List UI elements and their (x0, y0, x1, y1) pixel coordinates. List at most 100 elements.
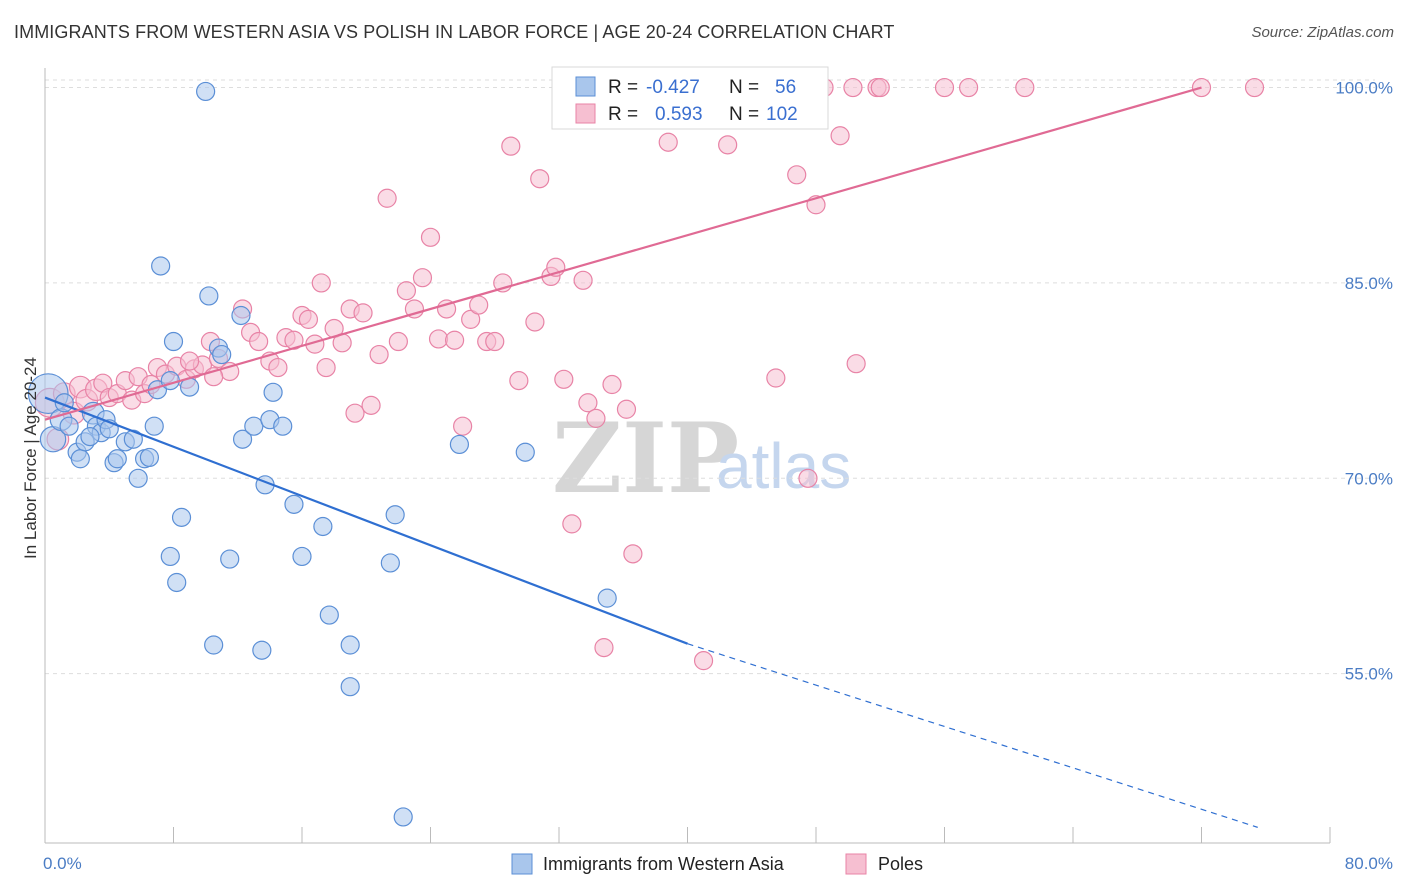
poles-point-53 (461, 309, 481, 329)
poles-point-78 (693, 651, 714, 671)
poles-point-72 (623, 544, 643, 564)
trend-line-western-asia (44, 396, 688, 645)
y-tick-label-85: 85.0% (1345, 274, 1393, 293)
legend-r-value-blue: -0.427 (646, 77, 700, 98)
poles-point-97 (1015, 77, 1035, 98)
western-asia-point-48 (385, 505, 405, 525)
western-asia-point-31 (212, 344, 232, 365)
western-asia-point-50 (449, 434, 470, 455)
poles-point-26 (249, 331, 269, 352)
western-asia-point-23 (163, 331, 184, 352)
poles-point-101 (179, 351, 200, 371)
legend-n-value-pink: 102 (766, 104, 798, 125)
western-asia-point-13 (107, 449, 127, 469)
y-tick-label-70: 70.0% (1345, 469, 1393, 488)
chart-title: IMMIGRANTS FROM WESTERN ASIA VS POLISH I… (14, 22, 895, 42)
poles-point-47 (412, 268, 433, 288)
poles-point-80 (718, 135, 738, 155)
poles-point-95 (934, 77, 955, 98)
poles-point-48 (420, 227, 441, 247)
western-asia-point-35 (244, 416, 264, 436)
western-asia-point-28 (199, 286, 219, 306)
western-asia-point-46 (340, 677, 360, 697)
poles-point-68 (586, 408, 606, 428)
western-asia-point-3 (59, 416, 79, 436)
poles-point-58 (501, 136, 521, 156)
legend-swatch-blue (575, 76, 596, 97)
poles-point-34 (311, 273, 331, 293)
legend-n-label-blue: N = (729, 77, 759, 98)
poles-point-65 (562, 514, 582, 534)
western-asia-point-45 (340, 635, 360, 655)
western-asia-point-16 (128, 468, 148, 488)
poles-point-42 (369, 344, 389, 365)
poles-point-60 (525, 312, 545, 332)
western-asia-point-55 (80, 427, 100, 447)
western-asia-point-32 (220, 549, 240, 569)
poles-point-75 (658, 132, 678, 152)
bottom-legend-label-blue: Immigrants from Western Asia (543, 854, 785, 874)
western-asia-point-47 (380, 553, 400, 573)
poles-point-32 (298, 309, 319, 329)
western-asia-point-40 (273, 416, 293, 436)
poles-point-54 (469, 295, 489, 315)
watermark-zip: ZIP (552, 402, 739, 515)
western-asia-point-34 (232, 429, 253, 449)
source-credit: Source: ZipAtlas.com (1251, 24, 1394, 41)
poles-point-91 (843, 77, 863, 98)
poles-point-90 (830, 126, 850, 146)
western-asia-point-36 (252, 640, 272, 660)
watermark-atlas: atlas (716, 430, 851, 502)
correlation-legend: R = -0.427 N = 56 R = 0.593 N = 102 (551, 66, 829, 130)
western-asia-point-27 (196, 81, 216, 102)
gridlines: 55.0% 70.0% 85.0% 100.0% (45, 79, 1393, 684)
axes (44, 68, 1331, 844)
poles-point-66 (573, 270, 593, 290)
poles-point-51 (444, 330, 465, 350)
western-asia-point-51 (515, 442, 535, 462)
western-asia-point-22 (160, 371, 180, 391)
western-asia-point-19 (144, 416, 164, 436)
poles-point-99 (1244, 77, 1265, 98)
poles-point-40 (353, 303, 373, 323)
trend-line-western-asia-extension (687, 643, 1258, 828)
western-asia-point-44 (319, 605, 339, 625)
western-asia-point-41 (284, 494, 304, 514)
series-western-asia-points (27, 81, 617, 827)
poles-point-70 (602, 374, 622, 395)
series-legend: Immigrants from Western Asia Poles (511, 853, 923, 875)
poles-point-45 (396, 281, 417, 301)
poles-point-69 (594, 638, 614, 658)
western-asia-point-53 (160, 546, 180, 567)
legend-r-value-pink: 0.593 (655, 104, 703, 125)
trend-lines (44, 86, 1258, 828)
western-asia-point-5 (70, 449, 90, 469)
western-asia-point-18 (139, 447, 160, 468)
poles-point-67 (578, 393, 598, 413)
y-tick-label-55: 55.0% (1345, 665, 1393, 684)
poles-point-52 (453, 416, 473, 436)
poles-point-84 (766, 368, 786, 388)
western-asia-point-24 (167, 572, 187, 593)
poles-point-94 (870, 77, 890, 98)
western-asia-point-33 (231, 305, 251, 326)
western-asia-point-42 (292, 546, 312, 567)
bottom-legend-swatch-pink (845, 853, 867, 875)
western-asia-point-21 (151, 256, 171, 276)
poles-point-39 (345, 403, 365, 423)
poles-point-49 (428, 329, 449, 349)
poles-point-59 (509, 371, 529, 391)
poles-point-56 (485, 331, 505, 352)
legend-r-label-pink: R = (608, 104, 638, 125)
poles-point-71 (616, 399, 637, 419)
western-asia-point-25 (171, 507, 192, 527)
x-tick-label-max: 80.0% (1345, 854, 1393, 873)
bottom-legend-swatch-blue (511, 853, 533, 875)
poles-point-64 (554, 369, 574, 389)
series-poles-points (34, 77, 1265, 671)
poles-point-43 (377, 188, 397, 208)
western-asia-point-29 (204, 635, 224, 655)
poles-point-28 (268, 357, 288, 378)
western-asia-point-49 (393, 807, 413, 827)
